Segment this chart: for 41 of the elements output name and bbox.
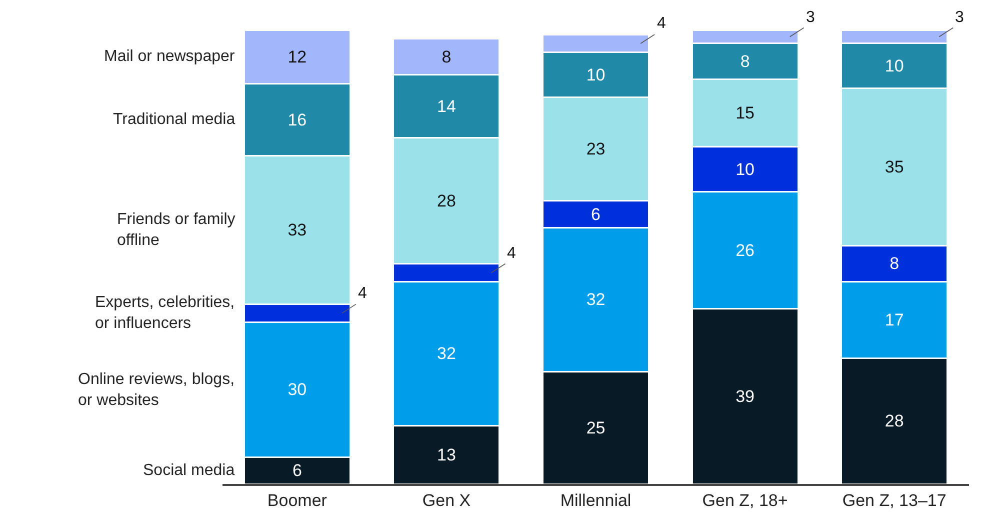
data-label: 28	[884, 412, 904, 431]
data-label: 12	[288, 47, 307, 66]
x-tick-label: Gen Z, 13–17	[842, 491, 946, 510]
data-label: 14	[437, 96, 456, 116]
data-label: 32	[437, 344, 456, 364]
data-label: 10	[736, 160, 755, 179]
data-label: 33	[288, 220, 307, 240]
data-label: 32	[586, 290, 606, 310]
data-label: 25	[586, 418, 606, 438]
series-label: Online reviews, blogs, or websites	[78, 371, 235, 409]
data-label: 15	[736, 104, 755, 123]
data-label: 23	[586, 140, 606, 159]
data-label: 4	[507, 245, 516, 262]
data-label: 13	[437, 445, 456, 464]
data-label: 16	[288, 110, 307, 130]
data-label: 8	[740, 52, 750, 71]
data-label: 39	[736, 386, 755, 406]
data-label: 10	[884, 56, 904, 76]
series-label: Friends or family offline	[117, 211, 236, 249]
data-label: 8	[890, 254, 900, 274]
series-label: Traditional media	[113, 111, 236, 128]
data-label: 6	[292, 461, 302, 480]
data-label: 3	[806, 9, 815, 26]
data-label: 8	[442, 47, 452, 66]
data-label: 6	[591, 204, 601, 224]
data-label: 10	[586, 65, 606, 84]
x-tick-label: Gen Z, 18+	[702, 491, 788, 510]
data-label: 3	[955, 9, 964, 26]
data-label: 26	[736, 240, 755, 260]
series-label: Social media	[143, 462, 235, 479]
series-label: Experts, celebrities, or influencers	[95, 294, 235, 332]
data-label: 28	[437, 191, 456, 210]
series-label: Mail or newspaper	[104, 48, 236, 65]
data-label: 35	[884, 158, 904, 177]
data-label: 4	[657, 15, 666, 32]
x-tick-label: Boomer	[267, 491, 328, 510]
data-label: 17	[884, 310, 904, 330]
x-tick-label: Millennial	[560, 491, 632, 510]
x-tick-label: Gen X	[422, 491, 471, 510]
data-label: 30	[288, 380, 307, 400]
data-label: 4	[358, 285, 367, 302]
